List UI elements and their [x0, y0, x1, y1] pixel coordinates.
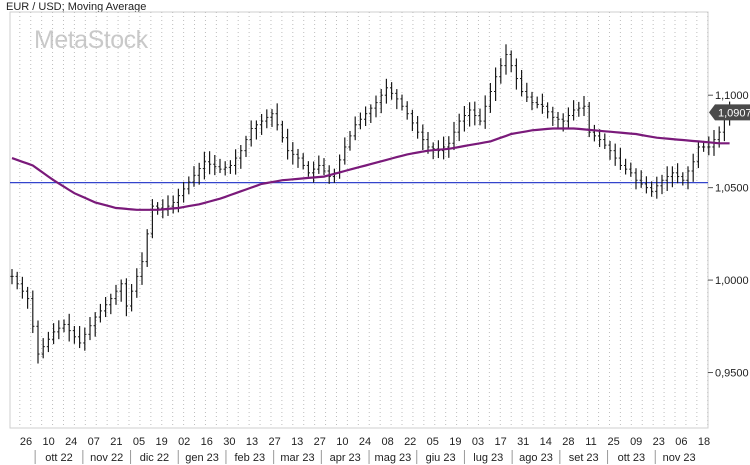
x-axis-day-label: 30: [223, 436, 235, 448]
x-axis-day-label: 17: [494, 436, 506, 448]
y-axis-tick-label: 1,0500: [715, 183, 749, 195]
x-axis-day-label: 07: [88, 436, 100, 448]
x-axis-day-label: 11: [585, 436, 596, 448]
last-price-label: 1,0907: [718, 107, 750, 119]
x-axis-month-label: ago 23: [519, 452, 553, 464]
x-axis-day-label: 19: [155, 436, 167, 448]
x-axis-day-label: 24: [65, 436, 77, 448]
x-axis-day-label: 23: [653, 436, 665, 448]
x-axis-day-label: 24: [359, 436, 371, 448]
x-axis-day-label: 28: [562, 436, 574, 448]
x-axis-day-label: 22: [404, 436, 416, 448]
y-axis-tick-label: 1,1000: [715, 90, 749, 102]
x-axis-day-label: 13: [291, 436, 303, 448]
x-axis-day-label: 06: [675, 436, 687, 448]
x-axis-month-label: ott 23: [618, 452, 646, 464]
x-axis-month-label: apr 23: [330, 452, 361, 464]
y-axis-tick-label: 0,9500: [715, 368, 749, 380]
x-axis-month-label: nov 22: [90, 452, 123, 464]
last-price-badge: [709, 104, 750, 121]
x-axis-day-label: 21: [110, 436, 122, 448]
x-axis-month-label: feb 23: [235, 452, 266, 464]
x-axis-day-label: 31: [517, 436, 529, 448]
x-axis-month-label: giu 23: [426, 452, 456, 464]
x-axis-day-label: 26: [20, 436, 32, 448]
x-axis-day-label: 18: [698, 436, 710, 448]
x-axis-month-label: ott 22: [45, 452, 73, 464]
x-axis-month-label: mar 23: [280, 452, 314, 464]
watermark-logo: MetaStock: [34, 26, 148, 54]
y-axis-tick-label: 1,0000: [715, 275, 749, 287]
x-axis-month-label: lug 23: [473, 452, 503, 464]
x-axis-day-label: 08: [381, 436, 393, 448]
x-axis-month-label: dic 22: [140, 452, 169, 464]
x-axis-day-label: 05: [427, 436, 439, 448]
x-axis-month-label: nov 23: [663, 452, 696, 464]
x-axis-day-label: 02: [178, 436, 190, 448]
x-axis-day-label: 14: [540, 436, 552, 448]
x-axis-day-label: 27: [268, 436, 280, 448]
x-axis-day-label: 09: [630, 436, 642, 448]
x-axis-day-label: 13: [246, 436, 258, 448]
x-axis-day-label: 03: [472, 436, 484, 448]
x-axis-day-label: 16: [201, 436, 213, 448]
plot-area: [9, 11, 709, 429]
x-axis-day-label: 10: [336, 436, 348, 448]
x-axis-day-label: 05: [133, 436, 145, 448]
x-axis-day-label: 25: [607, 436, 619, 448]
x-axis-day-label: 10: [42, 436, 54, 448]
x-axis-month-label: set 23: [569, 452, 599, 464]
moving-average-line: [11, 127, 730, 211]
chart-title: EUR / USD; Moving Average: [6, 1, 147, 13]
x-axis-month-label: mag 23: [375, 452, 412, 464]
x-axis-day-label: 19: [449, 436, 461, 448]
price-series: [10, 44, 732, 364]
x-axis-month-label: gen 23: [185, 452, 219, 464]
x-axis-day-label: 27: [314, 436, 326, 448]
